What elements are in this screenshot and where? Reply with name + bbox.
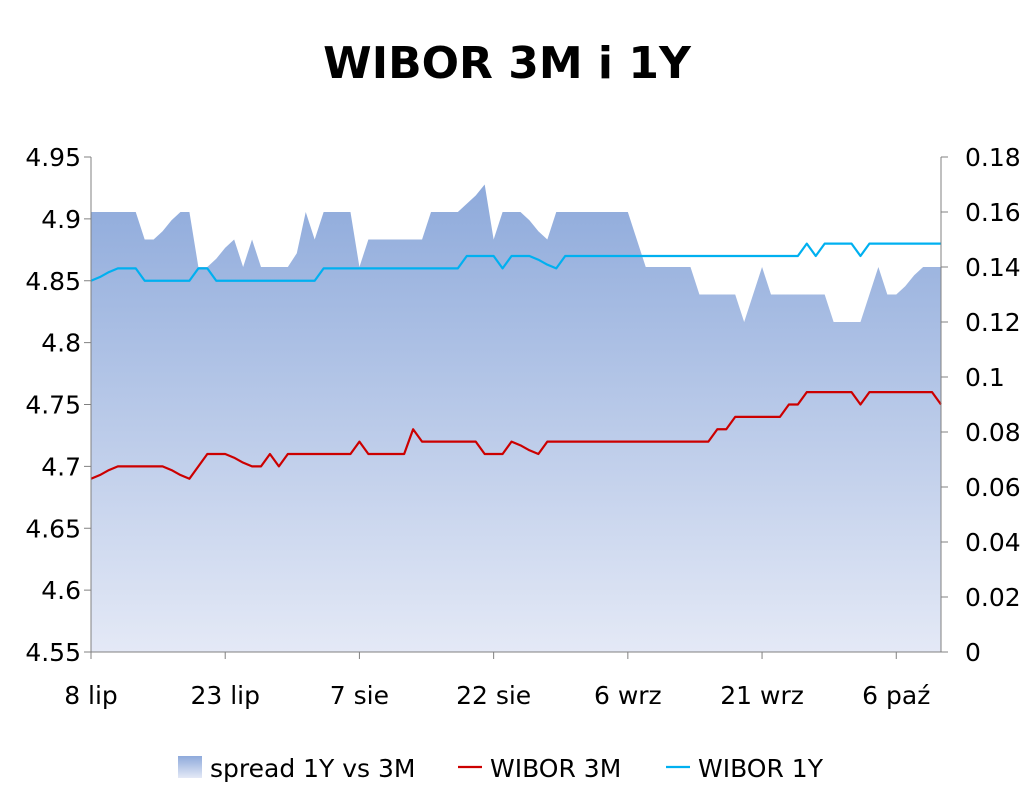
legend: spread 1Y vs 3M WIBOR 3M WIBOR 1Y: [178, 754, 824, 783]
x-tick-label: 8 lip: [64, 681, 118, 710]
series-area-spread: [91, 184, 941, 652]
y-left-tick-label: 4.8: [41, 329, 81, 358]
x-tick-label: 6 paź: [862, 681, 930, 710]
y-left-tick-label: 4.6: [41, 576, 81, 605]
x-tick-label: 7 sie: [330, 681, 389, 710]
series-line-1: [90, 391, 942, 480]
y-right-tick-label: 0.12: [965, 308, 1021, 337]
y-right-tick-label: 0.1: [965, 363, 1005, 392]
chart-title: WIBOR 3M i 1Y: [323, 38, 692, 89]
y-left-tick-label: 4.55: [25, 638, 81, 667]
legend-label: WIBOR 1Y: [698, 754, 824, 783]
series-line-2: [90, 242, 941, 282]
axes: 4.55 4.6 4.65 4.7 4.75 4.8 4.85 4.9 4.95 0 0.02 0.0…: [25, 143, 1020, 710]
y-right-tick-label: 0.14: [965, 253, 1021, 282]
y-right-tick-label: 0: [965, 638, 981, 667]
y-left-tick-label: 4.65: [25, 514, 81, 543]
y-right-tick-label: 0.16: [965, 198, 1021, 227]
y-left-tick-label: 4.9: [41, 205, 81, 234]
y-right-tick-label: 0.18: [965, 143, 1021, 172]
y-right-tick-label: 0.04: [965, 528, 1021, 557]
x-tick-label: 23 lip: [190, 681, 260, 710]
x-tick-label: 21 wrz: [720, 681, 804, 710]
plot-area: [90, 184, 942, 652]
y-left-tick-label: 4.95: [25, 143, 81, 172]
y-left-tick-label: 4.85: [25, 267, 81, 296]
legend-swatch-spread: [178, 756, 202, 778]
x-tick-label: 22 sie: [456, 681, 531, 710]
y-right-tick-label: 0.02: [965, 583, 1021, 612]
legend-label: WIBOR 3M: [490, 754, 621, 783]
x-tick-label: 6 wrz: [594, 681, 662, 710]
y-right-tick-label: 0.06: [965, 473, 1021, 502]
y-right-tick-label: 0.08: [965, 418, 1021, 447]
y-left-tick-label: 4.75: [25, 391, 81, 420]
y-left-tick-label: 4.7: [41, 452, 81, 481]
legend-label: spread 1Y vs 3M: [210, 754, 416, 783]
